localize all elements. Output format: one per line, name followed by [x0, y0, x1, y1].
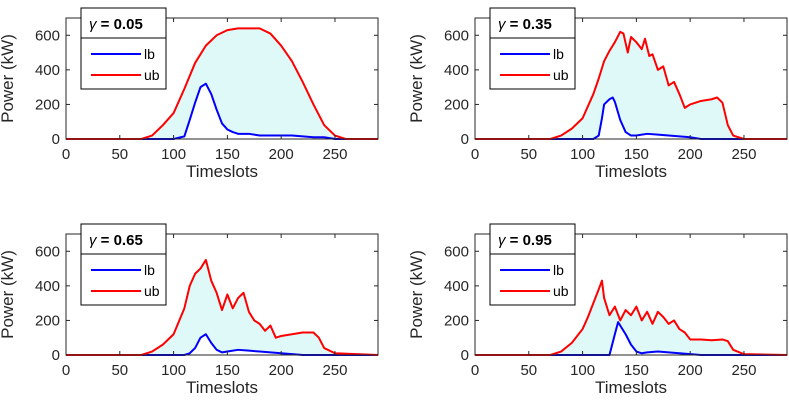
gamma-symbol: γ	[498, 16, 507, 33]
y-tick-label: 400	[35, 62, 60, 79]
series-line-ub	[475, 279, 788, 356]
y-tick-label: 200	[35, 312, 60, 329]
y-tick-label: 200	[444, 312, 469, 329]
y-tick-label: 400	[444, 278, 469, 295]
legend-title: γ = 0.05	[89, 16, 143, 33]
y-axis-label: Power (kW)	[407, 34, 426, 123]
legend-label-lb: lb	[553, 262, 564, 278]
legend-title: γ = 0.65	[89, 232, 143, 249]
chart-panel-1: 0 50 100 150 200 250 0 200 400 600 Timeslots Power …	[0, 7, 379, 181]
y-axis-label: Power (kW)	[407, 250, 426, 339]
series-line-lb	[66, 333, 378, 356]
y-tick-label: 0	[461, 131, 469, 148]
gamma-value: = 0.65	[97, 232, 143, 249]
y-tick-label: 400	[444, 62, 469, 79]
gamma-symbol: γ	[498, 232, 507, 249]
x-axis-label: Timeslots	[595, 378, 667, 397]
x-tick-label: 250	[322, 146, 347, 163]
x-tick-label: 200	[678, 362, 703, 379]
x-axis-label: Timeslots	[186, 378, 258, 397]
chart-panel-2: 0 50 100 150 200 250 0 200 400 600 Timeslots Power …	[407, 7, 788, 181]
x-tick-label: 100	[570, 362, 595, 379]
legend-label-lb: lb	[144, 262, 155, 278]
chart-panel-4: 0 50 100 150 200 250 0 200 400 600 Timeslots Power …	[407, 223, 788, 397]
gamma-value: = 0.35	[506, 16, 552, 33]
chart-panel-3: 0 50 100 150 200 250 0 200 400 600 Timeslots Power …	[0, 223, 379, 397]
x-tick-label: 250	[731, 362, 756, 379]
legend-label-ub: ub	[553, 283, 569, 299]
legend-label-ub: ub	[144, 67, 160, 83]
series-line-lb	[66, 82, 378, 140]
x-tick-label: 0	[62, 146, 70, 163]
gamma-value: = 0.05	[97, 16, 143, 33]
axes-frame	[65, 233, 379, 356]
series-line-lb	[475, 321, 787, 356]
x-tick-label: 250	[322, 362, 347, 379]
feasible-band	[66, 259, 378, 355]
x-tick-label: 100	[570, 146, 595, 163]
y-axis-label: Power (kW)	[0, 34, 17, 123]
axes-frame	[474, 233, 788, 356]
gamma-value: = 0.95	[506, 232, 552, 249]
x-tick-label: 50	[520, 362, 537, 379]
y-tick-label: 600	[444, 27, 469, 44]
x-tick-label: 50	[520, 146, 537, 163]
y-tick-label: 0	[461, 347, 469, 364]
series-line-ub	[66, 27, 378, 140]
feasible-band	[66, 28, 378, 139]
axes-frame	[474, 17, 788, 140]
series-line-lb	[475, 96, 787, 140]
y-tick-label: 200	[444, 96, 469, 113]
x-tick-label: 0	[471, 362, 479, 379]
x-tick-label: 150	[624, 146, 649, 163]
x-tick-label: 0	[62, 362, 70, 379]
x-tick-label: 200	[269, 362, 294, 379]
legend-title: γ = 0.35	[498, 16, 552, 33]
x-tick-label: 50	[111, 146, 128, 163]
y-tick-label: 600	[35, 27, 60, 44]
x-tick-label: 200	[269, 146, 294, 163]
legend-label-lb: lb	[144, 46, 155, 62]
x-axis-label: Timeslots	[186, 162, 258, 181]
x-axis-label: Timeslots	[595, 162, 667, 181]
legend-label-lb: lb	[553, 46, 564, 62]
axes-frame	[65, 17, 379, 140]
x-tick-label: 50	[111, 362, 128, 379]
series-line-ub	[66, 258, 379, 356]
x-tick-label: 100	[161, 146, 186, 163]
series-line-ub	[475, 30, 787, 140]
y-tick-label: 200	[35, 96, 60, 113]
x-tick-label: 150	[215, 146, 240, 163]
y-tick-label: 400	[35, 278, 60, 295]
feasible-band	[475, 31, 787, 140]
x-tick-label: 200	[678, 146, 703, 163]
legend-label-ub: ub	[144, 283, 160, 299]
x-tick-label: 0	[471, 146, 479, 163]
x-tick-label: 250	[731, 146, 756, 163]
x-tick-label: 150	[624, 362, 649, 379]
y-tick-label: 600	[444, 243, 469, 260]
x-tick-label: 100	[161, 362, 186, 379]
y-axis-label: Power (kW)	[0, 250, 17, 339]
legend-title: γ = 0.95	[498, 232, 552, 249]
x-tick-label: 150	[215, 362, 240, 379]
y-tick-label: 0	[52, 131, 60, 148]
gamma-symbol: γ	[89, 16, 98, 33]
legend-label-ub: ub	[553, 67, 569, 83]
gamma-symbol: γ	[89, 232, 98, 249]
y-tick-label: 0	[52, 347, 60, 364]
y-tick-label: 600	[35, 243, 60, 260]
feasible-band	[475, 280, 787, 355]
